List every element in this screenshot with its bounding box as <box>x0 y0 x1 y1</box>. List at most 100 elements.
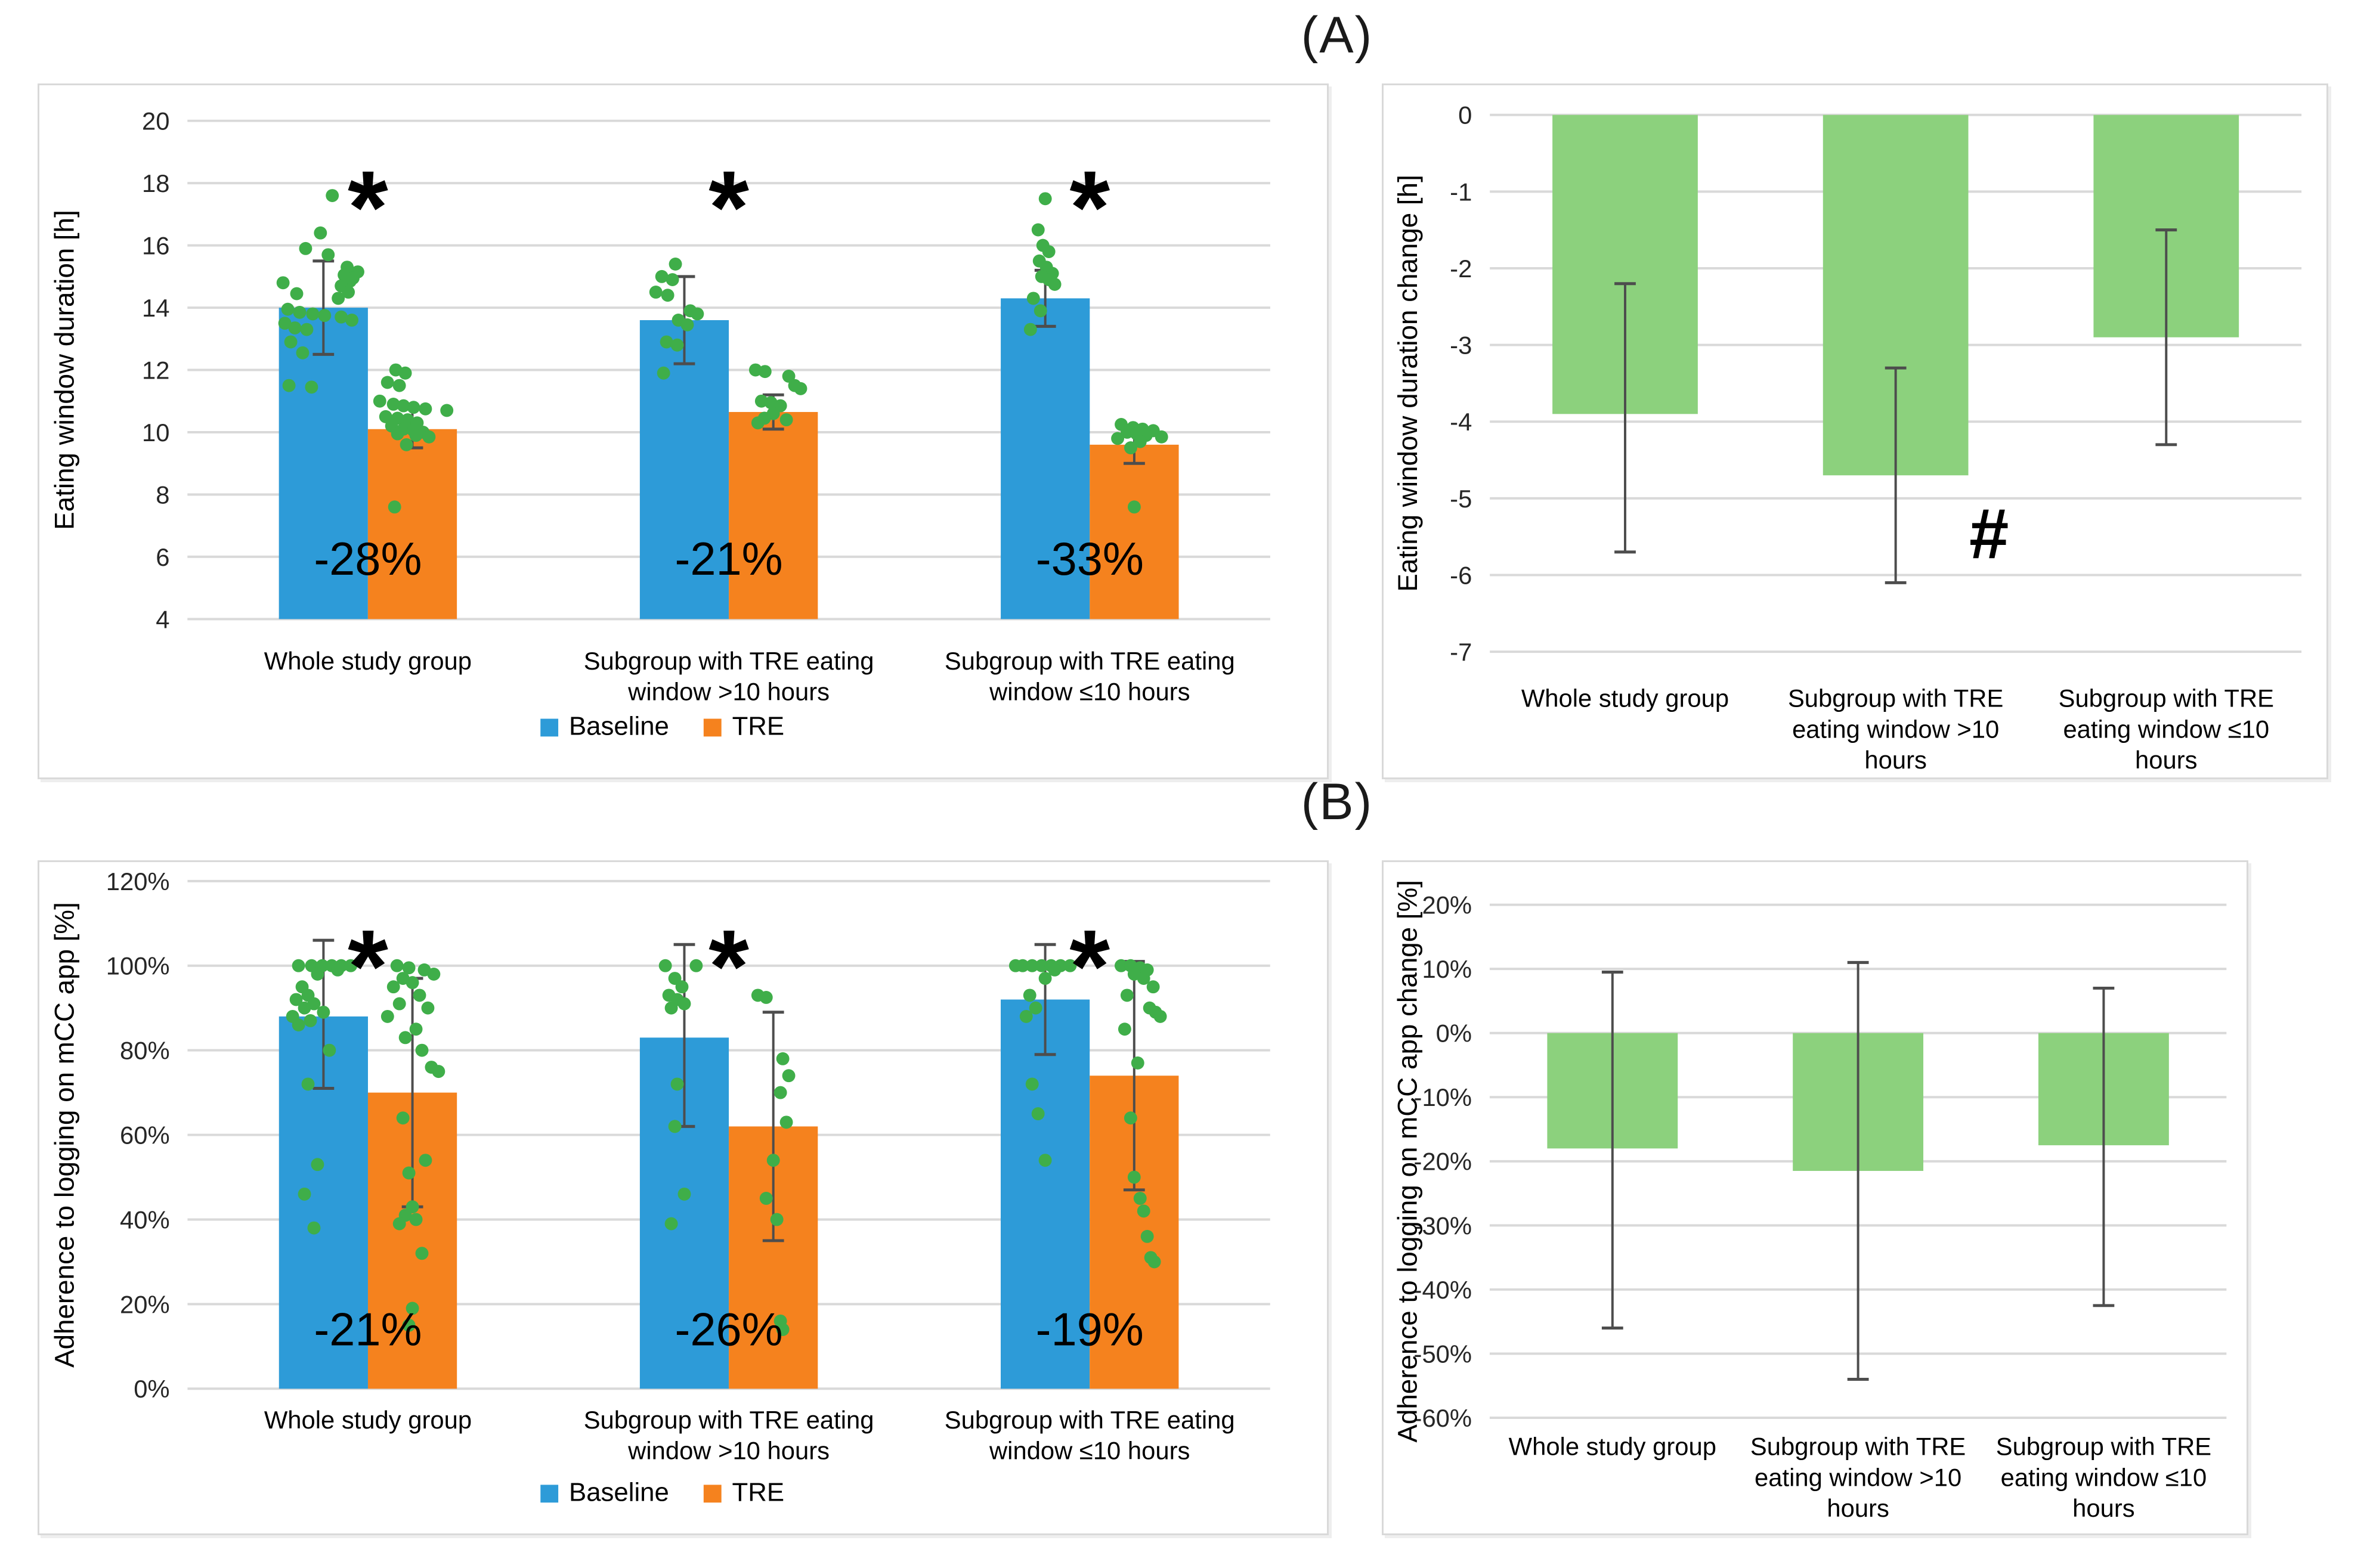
hash-annotation: # <box>1969 495 2009 574</box>
x-category-label: Subgroup with TRE eating <box>945 647 1235 675</box>
scatter-dot <box>779 1115 793 1129</box>
scatter-dot <box>1111 432 1125 445</box>
scatter-dot <box>415 1247 429 1260</box>
x-category-label: eating window >10 <box>1792 715 1999 743</box>
y-axis-label: Eating window duration change [h] <box>1393 175 1423 591</box>
y-tick: 0% <box>134 1375 169 1403</box>
scatter-dot <box>300 323 314 336</box>
scatter-dot <box>440 404 454 417</box>
y-tick: 18 <box>142 169 169 197</box>
scatter-dot <box>304 1014 317 1027</box>
chart-svg-eating-window-duration: 4 6 8 10 12 14 16 18 20 Eating window duration [h… <box>49 107 1270 740</box>
scatter-dot <box>670 338 684 352</box>
scatter-dot <box>386 980 400 994</box>
scatter-dot <box>284 335 298 349</box>
scatter-dot <box>406 1301 419 1315</box>
x-category-label: hours <box>1864 746 1926 774</box>
scatter-dot <box>1124 441 1137 455</box>
scatter-dot <box>1031 223 1045 237</box>
scatter-dot <box>664 1001 678 1015</box>
y-tick: 0% <box>1436 1019 1472 1048</box>
scatter-dot <box>344 959 358 972</box>
significance-asterisk: * <box>1069 908 1110 1024</box>
legend-label-tre: TRE <box>732 711 785 740</box>
chart-adherence-logging-change: -60% -50% -40% -30% -20% -10% 0% 10% 20% Adherenc… <box>1382 860 2248 1535</box>
y-tick: -50% <box>1414 1340 1472 1368</box>
scatter-dot <box>1063 959 1077 972</box>
scatter-dot <box>432 1065 445 1079</box>
y-tick: 6 <box>156 543 169 571</box>
scatter-dot <box>1147 1255 1161 1269</box>
scatter-dot <box>342 286 355 299</box>
scatter-dot <box>1025 1077 1039 1091</box>
scatter-dot <box>782 1069 796 1083</box>
scatter-dot <box>751 416 765 430</box>
y-axis-label: Eating window duration [h] <box>49 210 79 530</box>
change-percent-label: -21% <box>314 1304 422 1356</box>
scatter-dot <box>766 1154 780 1167</box>
scatter-dot <box>658 959 672 972</box>
scatter-dot <box>292 959 305 972</box>
bar-tre-group1 <box>367 429 457 619</box>
panel-a-label: (A) <box>1301 7 1373 64</box>
scatter-dot <box>380 1009 394 1023</box>
x-category-label: eating window >10 <box>1755 1463 1961 1491</box>
bar-tre-group3 <box>1090 444 1179 619</box>
scatter-dot <box>311 1158 324 1172</box>
scatter-dot <box>782 370 796 383</box>
scatter-dot <box>1023 988 1036 1002</box>
scatter-dot <box>1034 304 1047 318</box>
scatter-dot <box>289 993 303 1006</box>
y-tick: -1 <box>1450 178 1472 206</box>
y-tick: 0 <box>1458 101 1472 129</box>
scatter-dot <box>278 317 292 330</box>
change-percent-label: -21% <box>675 534 783 585</box>
scatter-dot <box>1137 1204 1150 1218</box>
scatter-dot <box>398 1031 412 1045</box>
x-category-label: Subgroup with TRE <box>1750 1433 1966 1461</box>
scatter-dot <box>1029 1001 1042 1015</box>
scatter-dot <box>318 309 332 323</box>
scatter-dot <box>758 365 772 379</box>
scatter-dot <box>407 401 420 414</box>
scatter-dot <box>413 988 426 1002</box>
scatter-dot <box>402 1318 416 1332</box>
scatter-dot <box>1031 1107 1045 1121</box>
y-tick: 12 <box>142 356 169 384</box>
y-tick: -10% <box>1414 1083 1472 1111</box>
y-tick: 60% <box>120 1121 170 1149</box>
y-tick: 20 <box>142 107 169 135</box>
scatter-dot <box>345 314 358 327</box>
significance-asterisk: * <box>708 149 749 265</box>
scatter-dot <box>776 1323 790 1336</box>
scatter-dot <box>373 394 386 408</box>
scatter-dot <box>657 366 670 380</box>
scatter-dot <box>1035 959 1048 972</box>
y-tick: 100% <box>106 952 170 980</box>
change-percent-label: -19% <box>1036 1304 1144 1356</box>
scatter-dot <box>397 399 410 413</box>
scatter-dot <box>661 289 674 302</box>
significance-asterisk: * <box>348 149 388 265</box>
x-category-label: Subgroup with TRE <box>1996 1433 2211 1461</box>
scatter-dot <box>317 1005 330 1019</box>
scatter-dot <box>314 226 327 240</box>
scatter-dot <box>1137 972 1150 985</box>
scatter-dot <box>677 1187 691 1201</box>
scatter-dot <box>396 1111 410 1125</box>
scatter-dot <box>298 1187 311 1201</box>
scatter-dot <box>298 1001 311 1015</box>
scatter-dot <box>691 307 704 321</box>
scatter-dot <box>669 258 682 271</box>
y-tick: -6 <box>1450 561 1472 589</box>
scatter-dot <box>296 346 310 360</box>
scatter-dot <box>1133 435 1147 448</box>
y-tick: -2 <box>1450 255 1472 283</box>
scatter-dot <box>1133 1192 1147 1205</box>
scatter-dot <box>1124 1111 1137 1125</box>
scatter-dot <box>779 413 793 427</box>
change-percent-label: -26% <box>675 1304 783 1356</box>
y-tick: -60% <box>1414 1404 1472 1432</box>
scatter-dot <box>759 1192 773 1205</box>
scatter-dot <box>386 398 400 411</box>
